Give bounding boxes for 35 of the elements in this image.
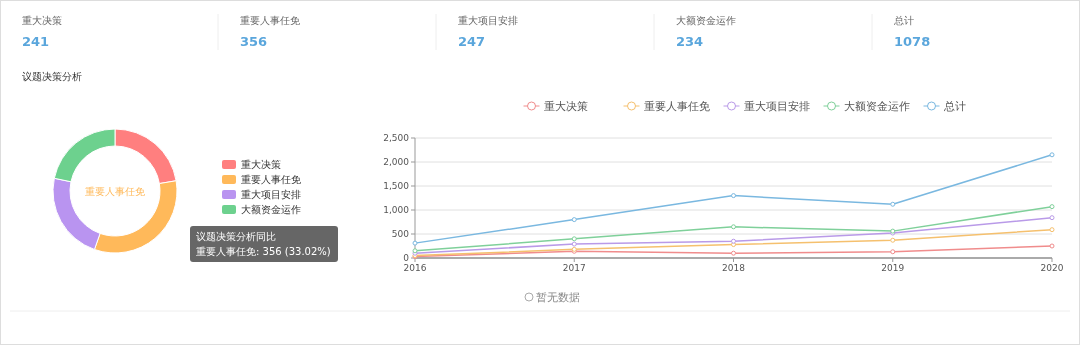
category-label: 重大项目安排 [458,15,518,26]
data-label: 241 [22,34,50,49]
category-label: 总计 [893,15,914,26]
chart-title: 议题决策分析 [22,71,82,82]
legend-label: 重大项目安排 [743,100,810,113]
text: 暂无数据 [536,291,580,304]
data-label: 1078 [894,34,931,49]
legend-label: 重大决策 [543,100,588,113]
category-label: 重大决策 [22,15,62,26]
text: 重要人事任免: 356 (33.02%) [196,246,331,257]
legend-label: 大额资金运作 [241,204,301,215]
category-label: 重要人事任免 [240,15,300,26]
x-tick-label: 2019 [881,263,905,273]
y-tick-label: 1,500 [383,181,410,191]
text: 重要人事任免 [85,186,145,197]
y-tick-label: 500 [391,229,410,239]
y-tick-label: 1,000 [383,205,410,215]
data-label: 247 [458,34,486,49]
x-tick-label: 2017 [562,263,586,273]
legend-label: 重大项目安排 [241,189,301,200]
y-tick-label: 2,500 [383,133,410,143]
x-tick-label: 2016 [403,263,427,273]
legend-label: 总计 [942,100,966,113]
legend-label: 重大决策 [241,159,281,170]
category-label: 大额资金运作 [676,15,736,26]
y-tick-label: 2,000 [383,157,410,167]
data-label: 356 [240,34,268,49]
legend-label: 重要人事任免 [643,100,710,113]
text: 议题决策分析同比 [196,231,276,242]
x-tick-label: 2018 [722,263,746,273]
x-tick-label: 2020 [1040,263,1064,273]
legend-label: 重要人事任免 [241,174,301,185]
legend-label: 大额资金运作 [843,100,910,113]
y-tick-label: 0 [403,253,410,263]
data-label: 234 [676,34,704,49]
